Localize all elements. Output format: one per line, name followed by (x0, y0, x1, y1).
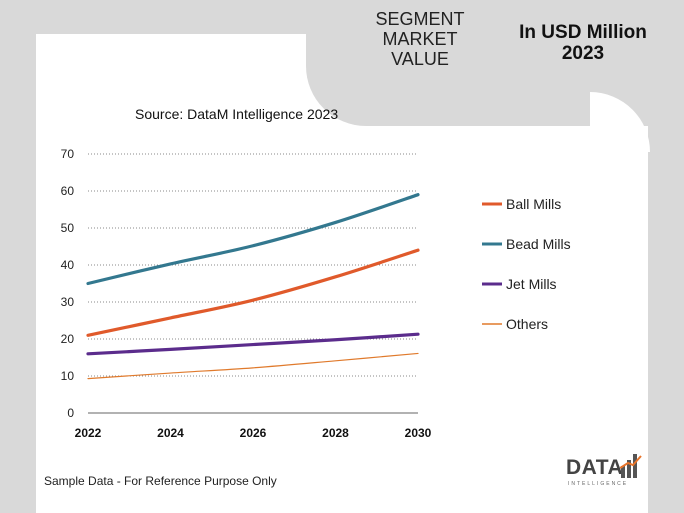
y-tick-label: 30 (61, 295, 75, 309)
datam-logo: DATA INTELLIGENCE (566, 452, 646, 492)
series-line-bead-mills (86, 193, 420, 286)
x-axis-ticks: 2022 2024 2026 2028 2030 (75, 426, 432, 440)
y-tick-label: 0 (67, 406, 74, 420)
series-lines (86, 193, 420, 380)
legend-label-bead-mills: Bead Mills (506, 236, 571, 252)
y-tick-label: 70 (61, 147, 75, 161)
x-tick-label: 2030 (405, 426, 432, 440)
logo-wordmark: DATA (566, 456, 624, 479)
y-tick-label: 60 (61, 184, 75, 198)
segment-title-line: MARKET (382, 29, 458, 50)
series-line-others (87, 352, 419, 380)
segment-title-line: VALUE (391, 49, 449, 70)
series-line-jet-mills (86, 332, 420, 356)
y-tick-label: 50 (61, 221, 75, 235)
legend-label-ball-mills: Ball Mills (506, 196, 561, 212)
gridlines (88, 153, 418, 414)
logo-tagline: INTELLIGENCE (568, 481, 629, 487)
x-tick-label: 2024 (157, 426, 184, 440)
y-tick-label: 20 (61, 332, 75, 346)
x-tick-label: 2026 (240, 426, 267, 440)
segment-title-line: SEGMENT (375, 9, 465, 29)
source-caption: Source: DataM Intelligence 2023 (135, 106, 339, 122)
unit-line: In USD Million (519, 22, 647, 43)
unit-year-title: In USD Million 2023 (498, 22, 668, 65)
sample-data-footnote: Sample Data - For Reference Purpose Only (44, 474, 277, 488)
year-line: 2023 (561, 43, 605, 65)
segment-market-value-title: SEGMENT MARKET VALUE (346, 9, 494, 69)
x-tick-label: 2022 (75, 426, 102, 440)
y-tick-label: 40 (61, 258, 75, 272)
x-tick-label: 2028 (322, 426, 349, 440)
y-axis-ticks: 0 10 20 30 40 50 60 70 (61, 147, 75, 420)
legend-label-others: Others (506, 316, 548, 332)
logo-bars-icon (620, 454, 642, 478)
series-line-ball-mills (86, 248, 420, 337)
y-tick-label: 10 (61, 369, 75, 383)
legend-label-jet-mills: Jet Mills (506, 276, 557, 292)
legend: Ball Mills Bead Mills Jet Mills Others (482, 196, 571, 332)
